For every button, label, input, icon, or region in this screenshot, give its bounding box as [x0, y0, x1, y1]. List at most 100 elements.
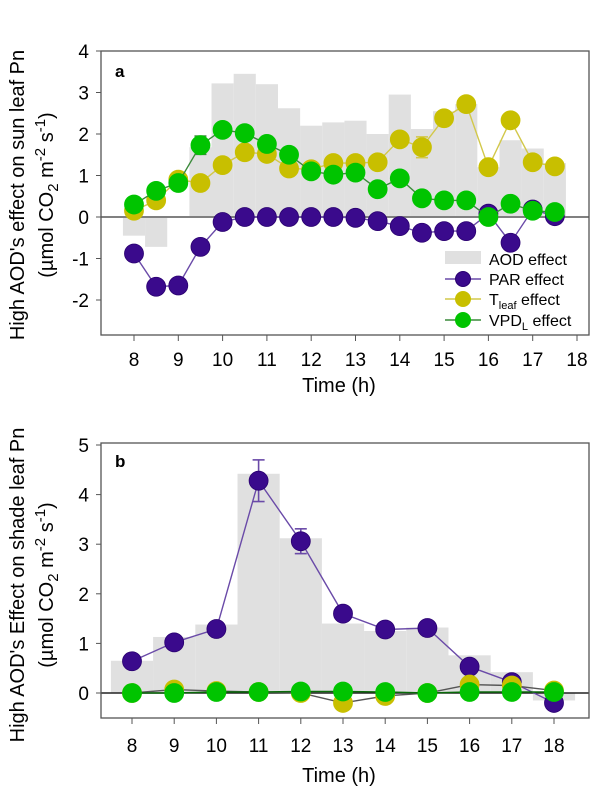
- aod-bar: [406, 627, 449, 693]
- data-point: [459, 656, 480, 677]
- x-tick-label: 10: [206, 736, 227, 757]
- legend-marker: [455, 271, 471, 287]
- data-point: [146, 276, 167, 297]
- data-point: [279, 207, 299, 227]
- data-point: [323, 207, 344, 227]
- legend-marker: [455, 312, 471, 328]
- legend-label: AOD effect: [489, 252, 568, 269]
- data-point: [234, 123, 255, 144]
- y-ticks-b: 0 1 2 3 4 5: [78, 436, 101, 705]
- data-point: [389, 216, 410, 237]
- data-point: [206, 682, 227, 702]
- data-point: [290, 681, 311, 702]
- y-tick-label: -1: [72, 250, 89, 271]
- data-point: [417, 618, 438, 638]
- legend-label: VPDL effect: [489, 313, 572, 333]
- data-point: [456, 221, 477, 242]
- aod-bar: [237, 473, 280, 693]
- data-point: [248, 470, 269, 491]
- y-tick-label: 1: [78, 634, 89, 655]
- data-point: [212, 212, 233, 232]
- data-point: [279, 144, 299, 165]
- x-tick-label: 9: [173, 350, 184, 371]
- data-point: [190, 173, 211, 193]
- x-axis-label-b: Time (h): [302, 765, 376, 787]
- data-point: [456, 94, 477, 115]
- data-point: [500, 232, 521, 253]
- data-point: [459, 682, 480, 702]
- panel-label-b: b: [115, 452, 125, 471]
- x-tick-label: 14: [389, 350, 411, 371]
- y-tick-label: 5: [78, 436, 89, 457]
- data-point: [345, 207, 366, 228]
- y-axis-label-a-line1: High AOD's effect on sun leaf Pn: [7, 50, 29, 340]
- data-point: [333, 681, 353, 702]
- data-point: [168, 275, 189, 296]
- series-vpd-l-effect: [122, 681, 564, 703]
- x-tick-label: 11: [249, 736, 269, 757]
- data-point: [412, 188, 432, 209]
- data-point: [501, 682, 522, 702]
- data-point: [124, 194, 144, 215]
- data-point: [434, 108, 455, 129]
- aod-bar: [543, 163, 566, 217]
- data-point: [522, 200, 543, 221]
- y-tick-label: 0: [78, 684, 89, 705]
- aod-bar: [388, 94, 411, 217]
- data-point: [375, 682, 396, 702]
- legend-swatch-aod: [445, 251, 481, 264]
- data-point: [544, 202, 565, 222]
- y-tick-label: 3: [78, 535, 89, 556]
- y-tick-label: 4: [78, 486, 89, 507]
- y-tick-label: 3: [78, 84, 89, 105]
- data-point: [164, 632, 185, 653]
- aod-bars-a: [122, 73, 566, 247]
- data-point: [367, 211, 388, 232]
- data-point: [544, 682, 564, 702]
- data-point: [234, 142, 255, 163]
- data-point: [164, 683, 185, 703]
- data-point: [367, 152, 388, 173]
- data-point: [190, 236, 211, 257]
- data-point: [456, 190, 477, 211]
- data-point: [234, 207, 255, 227]
- legend-label: Tleaf effect: [489, 292, 560, 312]
- aod-bar: [433, 111, 456, 217]
- data-point: [522, 152, 543, 173]
- y-tick-label: -2: [72, 291, 89, 312]
- x-tick-label: 8: [129, 350, 140, 371]
- x-tick-label: 18: [543, 736, 564, 757]
- aod-bars-b: [110, 473, 576, 701]
- x-tick-label: 18: [566, 350, 587, 371]
- data-point: [417, 683, 438, 703]
- y-tick-label: 2: [78, 585, 89, 606]
- data-point: [500, 110, 521, 131]
- aod-bar: [455, 104, 478, 217]
- x-tick-label: 10: [212, 350, 233, 371]
- data-point: [333, 603, 353, 624]
- y-tick-label: 0: [78, 208, 89, 229]
- legend-label: PAR effect: [489, 272, 565, 289]
- x-tick-label: 16: [478, 350, 499, 371]
- data-point: [434, 221, 455, 242]
- series-a: [124, 94, 565, 297]
- data-point: [478, 207, 499, 227]
- x-tick-label: 13: [332, 736, 353, 757]
- data-point: [256, 207, 277, 227]
- data-point: [301, 207, 322, 227]
- data-point: [389, 168, 410, 189]
- aod-bar: [145, 217, 168, 247]
- data-point: [478, 157, 499, 178]
- data-point: [168, 173, 189, 193]
- x-tick-label: 11: [257, 350, 277, 371]
- data-point: [544, 156, 565, 177]
- data-point: [212, 155, 233, 176]
- x-tick-label: 14: [375, 736, 397, 757]
- data-point: [500, 193, 521, 214]
- data-point: [122, 651, 142, 672]
- data-point: [190, 135, 211, 156]
- data-point: [345, 162, 366, 183]
- panel-label-a: a: [115, 62, 125, 81]
